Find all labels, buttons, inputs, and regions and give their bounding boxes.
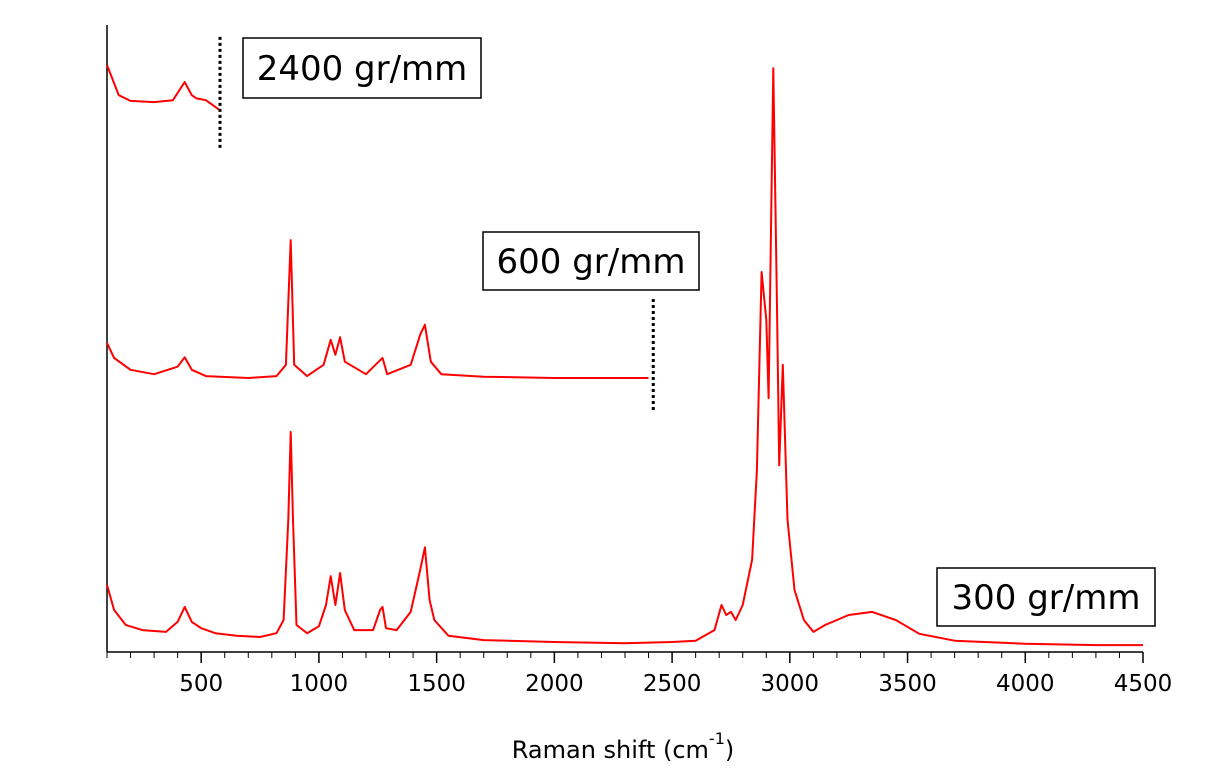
x-label-superscript: -1 <box>709 729 725 748</box>
x-tick-label: 2500 <box>643 671 702 697</box>
x-tick-label: 3500 <box>878 671 937 697</box>
x-tick-label: 2000 <box>525 671 584 697</box>
x-tick-label: 4500 <box>1114 671 1173 697</box>
x-tick-label: 1500 <box>407 671 466 697</box>
label-box <box>936 567 1156 627</box>
legend-label: 2400 gr/mm <box>257 49 468 89</box>
x-tick-label: 1000 <box>290 671 349 697</box>
spectrum-line <box>106 64 221 112</box>
x-tick-label: 3000 <box>761 671 820 697</box>
legend-label: 600 gr/mm <box>497 242 686 282</box>
x-tick-label: 500 <box>179 671 223 697</box>
label-box <box>482 231 700 291</box>
legend-label: 300 gr/mm <box>952 578 1141 618</box>
spectrum-line <box>106 67 1143 647</box>
x-label-text: Raman shift (cm <box>512 736 709 764</box>
label-box <box>242 37 482 99</box>
x-tick-label: 4000 <box>996 671 1055 697</box>
spectrum-line <box>106 239 649 379</box>
x-axis-label: Raman shift (cm-1) <box>512 729 735 764</box>
x-label-suffix: ) <box>725 736 734 764</box>
